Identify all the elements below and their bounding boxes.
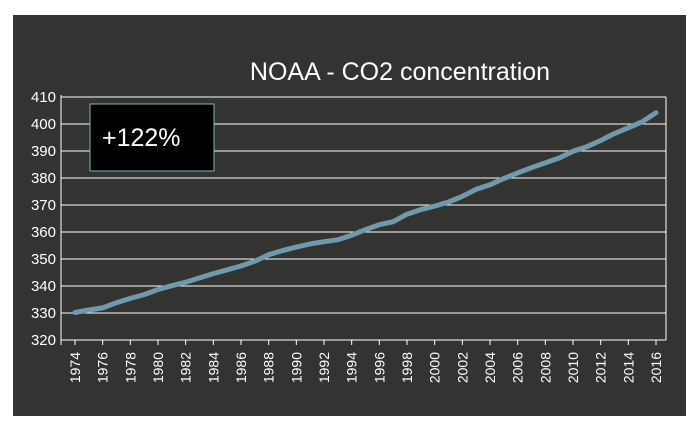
x-tick-label: 1976 — [95, 352, 111, 383]
x-tick-label: 1974 — [67, 352, 83, 383]
y-tick-label: 380 — [31, 170, 56, 187]
chart-svg: NOAA - CO2 concentration 320 330 340 350 360… — [31, 58, 667, 383]
x-tick-label: 1992 — [316, 352, 332, 383]
y-tick-label: 340 — [31, 278, 56, 295]
x-tick-label: 2008 — [537, 352, 553, 383]
x-tick-label: 2002 — [454, 352, 470, 383]
x-tick-label: 2004 — [482, 352, 498, 383]
x-tick-label: 2000 — [427, 352, 443, 383]
series-line — [72, 110, 659, 315]
x-tick-label: 1986 — [233, 352, 249, 383]
callout-label: +122% — [102, 124, 181, 152]
x-tick-label: 2012 — [593, 352, 609, 383]
x-tick-label: 2010 — [565, 352, 581, 383]
y-tick-label: 320 — [31, 332, 56, 349]
chart-frame: NOAA - CO2 concentration 320 330 340 350 360… — [13, 15, 686, 416]
x-tick-label: 1980 — [150, 352, 166, 383]
x-tick-label: 1988 — [261, 352, 277, 383]
x-tick-label: 1984 — [205, 352, 221, 383]
x-tick-label: 1990 — [288, 352, 304, 383]
y-tick-label: 390 — [31, 143, 56, 160]
series-line-layer — [72, 110, 659, 315]
y-tick-label: 330 — [31, 305, 56, 322]
chart-title: NOAA - CO2 concentration — [250, 58, 550, 86]
x-tick-label: 2016 — [648, 352, 664, 383]
y-tick-labels: 320 330 340 350 360 370 380 390 400 410 — [31, 89, 56, 349]
x-tick-labels: 1974 1976 1978 1980 1982 1984 1986 1988 1990 1992… — [67, 352, 664, 383]
x-tick-label: 1978 — [122, 352, 138, 383]
x-tick-label: 1982 — [178, 352, 194, 383]
y-tick-label: 370 — [31, 197, 56, 214]
y-tick-label: 400 — [31, 116, 56, 133]
x-tick-label: 2014 — [620, 352, 636, 383]
x-tick-label: 1996 — [371, 352, 387, 383]
y-tick-label: 410 — [31, 89, 56, 106]
callout-box: +122% — [89, 103, 215, 172]
x-tick-label: 1998 — [399, 352, 415, 383]
x-tick-label: 1994 — [344, 352, 360, 383]
x-tick-label: 2006 — [510, 352, 526, 383]
callout-background — [89, 103, 215, 172]
y-tick-label: 350 — [31, 251, 56, 268]
y-tick-label: 360 — [31, 224, 56, 241]
